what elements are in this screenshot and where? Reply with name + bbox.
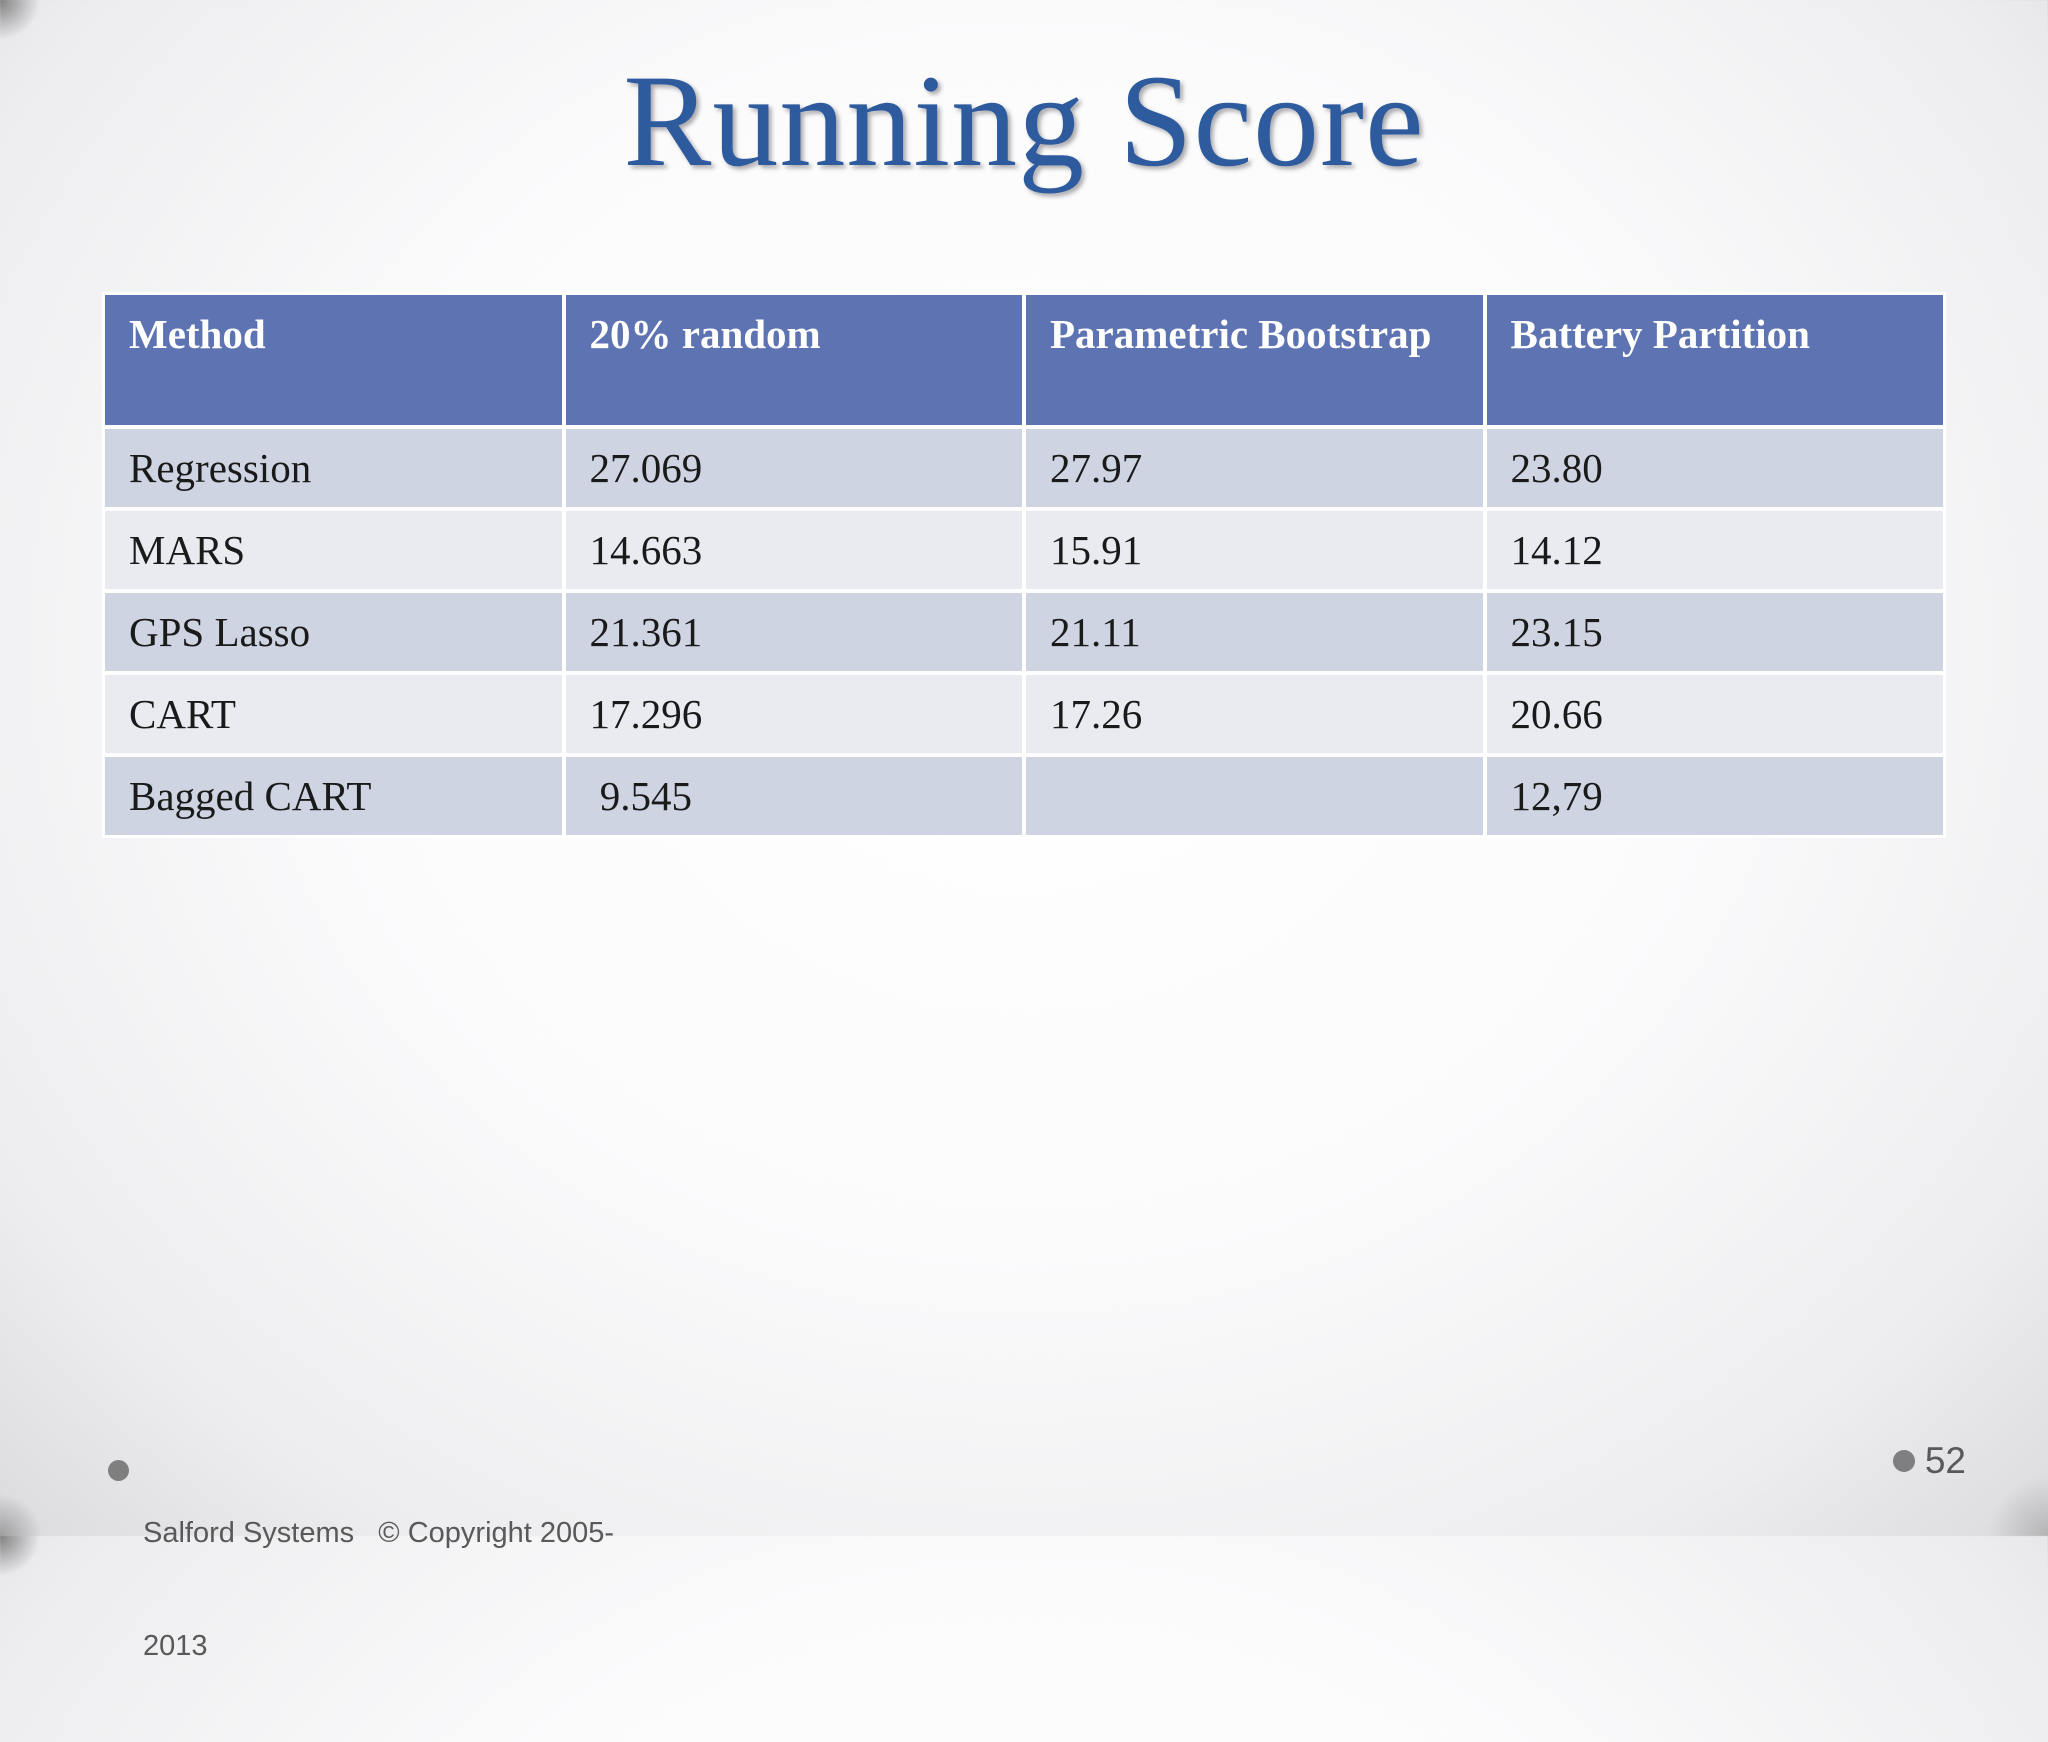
column-header-parametric-bootstrap: Parametric Bootstrap [1026,295,1483,425]
slide-number: 52 [1892,1440,1966,1482]
table-cell-value: 21.361 [565,593,1022,671]
table-cell-value: 27.97 [1026,429,1483,507]
footer-copyright: Salford Systems © Copyright 2005- 2013 [108,1440,614,1742]
column-header-20pct-random: 20% random [565,295,1022,425]
column-header-battery-partition: Battery Partition [1486,295,1943,425]
page-number: 52 [1924,1440,1966,1481]
table-cell-method: MARS [105,511,562,589]
table-cell-value: 27.069 [565,429,1022,507]
table-cell-method: GPS Lasso [105,593,562,671]
table-cell-value: 21.11 [1026,593,1483,671]
table-cell-value: 15.91 [1026,511,1483,589]
column-header-method: Method [105,295,562,425]
table-cell-value: 14.663 [565,511,1022,589]
table-cell-value: 23.15 [1486,593,1943,671]
table-cell-method: CART [105,675,562,753]
footer-copyright-line1: Salford Systems © Copyright 2005- [143,1517,615,1550]
table-cell-method: Bagged CART [105,757,562,835]
table-cell-value [1026,757,1483,835]
running-score-table: Method 20% random Parametric Bootstrap B… [102,292,1946,838]
table-cell-value: 17.296 [565,675,1022,753]
table-cell-value: 23.80 [1486,429,1943,507]
table-cell-value: 9.545 [565,757,1022,835]
table-cell-value: 17.26 [1026,675,1483,753]
footer-copyright-line2: 2013 [143,1630,208,1663]
page-number-bullet-icon [1892,1450,1915,1472]
table-cell-value: 20.66 [1486,675,1943,753]
table-cell-value: 14.12 [1486,511,1943,589]
page-title: Running Score [623,47,1425,194]
footer-bullet-icon [108,1460,129,1481]
table-cell-method: Regression [105,429,562,507]
table-cell-value: 12,79 [1486,757,1943,835]
